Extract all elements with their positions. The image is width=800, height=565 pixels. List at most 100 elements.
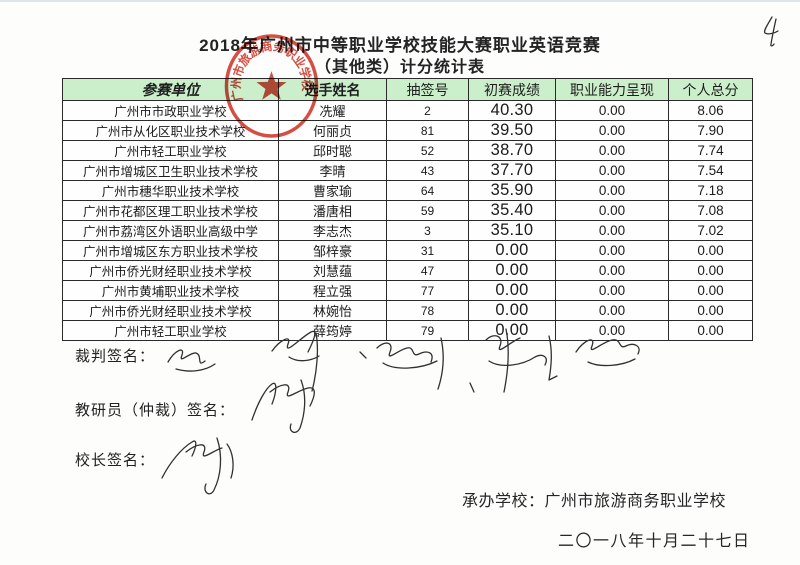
cell-prelim: 0.00 <box>468 240 556 261</box>
cell-ability: 0.00 <box>555 120 669 141</box>
cell-ability: 0.00 <box>555 200 669 221</box>
cell-draw: 52 <box>386 140 469 161</box>
cell-total: 8.06 <box>668 100 753 121</box>
cell-name: 刘慧蕴 <box>278 260 387 281</box>
cell-school: 广州市轻工职业学校 <box>62 320 279 341</box>
cell-name: 李志杰 <box>278 220 387 241</box>
cell-ability: 0.00 <box>555 300 669 321</box>
cell-prelim: 35.90 <box>468 180 556 201</box>
table-row: 广州市侨光财经职业技术学校 刘慧蕴 47 0.00 0.00 0.00 <box>62 260 753 281</box>
cell-prelim: 0.00 <box>468 300 556 321</box>
principal-signature-label: 校长签名： <box>75 452 156 469</box>
cell-draw: 77 <box>386 280 469 301</box>
date-line: 二〇一八年十月二十七日 <box>558 533 751 550</box>
host-school-line: 承办学校：广州市旅游商务职业学校 <box>462 493 727 510</box>
cell-school: 广州市增城区卫生职业技术学校 <box>62 160 279 181</box>
cell-school: 广州市穗华职业技术学校 <box>62 180 279 201</box>
cell-name: 李晴 <box>278 160 387 181</box>
cell-total: 7.18 <box>668 180 753 201</box>
cell-ability: 0.00 <box>555 140 669 161</box>
cell-total: 0.00 <box>668 240 753 261</box>
cell-name: 曹家瑜 <box>278 180 387 201</box>
cell-draw: 59 <box>386 200 469 221</box>
cell-prelim: 0.00 <box>468 280 556 301</box>
cell-ability: 0.00 <box>555 240 669 261</box>
header-prelim: 初赛成绩 <box>468 78 556 101</box>
arbiter-signature-handwriting <box>251 379 315 433</box>
score-table: 参赛单位 选手姓名 抽签号 初赛成绩 职业能力呈现 个人总分 广州市市政职业学校… <box>62 78 753 341</box>
table-row: 广州市侨光财经职业技术学校 林婉怡 78 0.00 0.00 0.00 <box>62 300 753 321</box>
cell-draw: 3 <box>386 220 469 241</box>
cell-draw: 64 <box>386 180 469 201</box>
table-row: 广州市从化区职业技术学校 何丽贞 81 39.50 0.00 7.90 <box>62 120 753 141</box>
arbiter-signature-label: 教研员（仲裁）签名： <box>75 402 236 419</box>
cell-total: 0.00 <box>668 300 753 321</box>
document-title-line2: （其他类）计分统计表 <box>314 59 485 76</box>
cell-name: 邱时聪 <box>278 140 387 161</box>
cell-school: 广州市侨光财经职业技术学校 <box>62 260 279 281</box>
cell-school: 广州市荔湾区外语职业高级中学 <box>62 220 279 241</box>
cell-school: 广州市增城区东方职业技术学校 <box>62 240 279 261</box>
cell-total: 7.90 <box>668 120 753 141</box>
cell-prelim: 40.30 <box>468 100 556 121</box>
cell-prelim: 38.70 <box>468 140 556 161</box>
cell-total: 0.00 <box>668 260 753 281</box>
cell-total: 0.00 <box>668 320 753 341</box>
judge-signature-label: 裁判签名： <box>75 348 156 365</box>
table-row: 广州市增城区卫生职业技术学校 李晴 43 37.70 0.00 7.54 <box>62 160 753 181</box>
table-header-row: 参赛单位 选手姓名 抽签号 初赛成绩 职业能力呈现 个人总分 <box>62 78 753 101</box>
cell-name: 何丽贞 <box>278 120 387 141</box>
cell-draw: 31 <box>386 240 469 261</box>
cell-school: 广州市从化区职业技术学校 <box>62 120 279 141</box>
cell-school: 广州市市政职业学校 <box>62 100 279 121</box>
cell-ability: 0.00 <box>555 180 669 201</box>
header-ability: 职业能力呈现 <box>555 78 669 101</box>
cell-draw: 47 <box>386 260 469 281</box>
table-row: 广州市穗华职业技术学校 曹家瑜 64 35.90 0.00 7.18 <box>62 180 753 201</box>
cell-name: 潘唐相 <box>278 200 387 221</box>
scan-artifact-top-edge <box>0 0 800 2</box>
cell-draw: 81 <box>386 120 469 141</box>
principal-signature-handwriting <box>161 437 234 495</box>
table-row: 广州市荔湾区外语职业高级中学 李志杰 3 35.10 0.00 7.02 <box>62 220 753 241</box>
header-draw: 抽签号 <box>386 78 469 101</box>
cell-ability: 0.00 <box>555 260 669 281</box>
table-row: 广州市增城区东方职业技术学校 邹梓豪 31 0.00 0.00 0.00 <box>62 240 753 261</box>
cell-school: 广州市黄埔职业技术学校 <box>62 280 279 301</box>
cell-school: 广州市花都区理工职业技术学校 <box>62 200 279 221</box>
cell-total: 7.54 <box>668 160 753 181</box>
cell-draw: 43 <box>386 160 469 181</box>
cell-name: 程立强 <box>278 280 387 301</box>
cell-school: 广州市侨光财经职业技术学校 <box>62 300 279 321</box>
cell-prelim: 37.70 <box>468 160 556 181</box>
cell-name: 薛筠婷 <box>278 320 387 341</box>
cell-name: 邹梓豪 <box>278 240 387 261</box>
cell-total: 7.02 <box>668 220 753 241</box>
cell-ability: 0.00 <box>555 280 669 301</box>
cell-ability: 0.00 <box>555 320 669 341</box>
table-row: 广州市轻工职业学校 邱时聪 52 38.70 0.00 7.74 <box>62 140 753 161</box>
cell-total: 7.74 <box>668 140 753 161</box>
table-row: 广州市黄埔职业技术学校 程立强 77 0.00 0.00 0.00 <box>62 280 753 301</box>
table-row: 广州市轻工职业学校 薛筠婷 79 0.00 0.00 0.00 <box>62 320 753 341</box>
header-total: 个人总分 <box>668 78 753 101</box>
cell-prelim: 35.10 <box>468 220 556 241</box>
cell-ability: 0.00 <box>555 100 669 121</box>
table-row: 广州市花都区理工职业技术学校 潘唐相 59 35.40 0.00 7.08 <box>62 200 753 221</box>
header-name: 选手姓名 <box>278 78 387 101</box>
cell-total: 7.08 <box>668 200 753 221</box>
cell-draw: 78 <box>386 300 469 321</box>
cell-total: 0.00 <box>668 280 753 301</box>
cell-ability: 0.00 <box>555 160 669 181</box>
cell-prelim: 39.50 <box>468 120 556 141</box>
cell-name: 林婉怡 <box>278 300 387 321</box>
cell-prelim: 0.00 <box>468 260 556 281</box>
header-school: 参赛单位 <box>62 78 279 101</box>
cell-prelim: 0.00 <box>468 320 556 341</box>
cell-draw: 2 <box>386 100 469 121</box>
cell-prelim: 35.40 <box>468 200 556 221</box>
table-row: 广州市市政职业学校 冼耀 2 40.30 0.00 8.06 <box>62 100 753 121</box>
cell-school: 广州市轻工职业学校 <box>62 140 279 161</box>
cell-name: 冼耀 <box>278 100 387 121</box>
